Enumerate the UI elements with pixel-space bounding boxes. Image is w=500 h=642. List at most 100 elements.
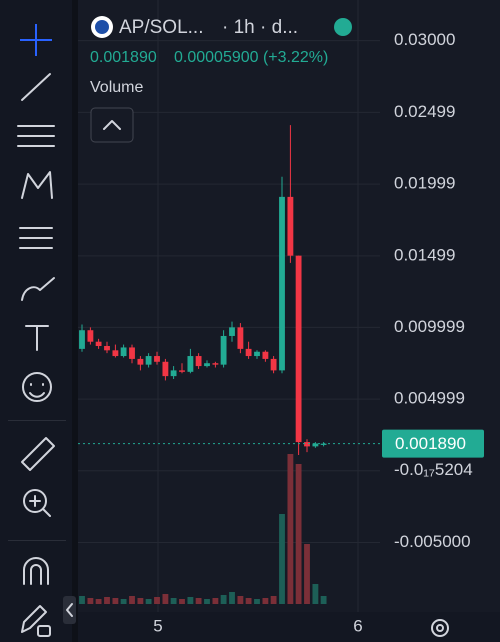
candle-body <box>87 330 94 342</box>
candle-body <box>212 363 219 365</box>
volume-bar <box>304 544 310 604</box>
candle-body <box>279 196 285 371</box>
volume-bar <box>179 599 185 604</box>
text-tool[interactable] <box>25 325 49 351</box>
divider <box>72 0 78 642</box>
magnet-tool[interactable] <box>23 557 49 585</box>
candle-body <box>204 363 210 367</box>
toolbar-collapse-button[interactable] <box>63 596 76 624</box>
volume-bar <box>245 598 252 604</box>
last-price-box <box>382 429 484 458</box>
volume-bar <box>104 597 110 604</box>
volume-bar <box>95 599 102 604</box>
candle-body <box>154 356 160 362</box>
last-price-label: 0.001890 <box>395 434 466 453</box>
indicator-name: Volume <box>90 79 143 96</box>
collapse-arrow <box>66 603 73 617</box>
volume-bar <box>170 598 177 604</box>
y-tick-label: 0.009999 <box>394 317 465 336</box>
candle-body <box>179 370 185 372</box>
volume-bar <box>237 596 244 604</box>
x-tick-label: 5 <box>153 616 162 635</box>
candle-body <box>220 335 227 365</box>
candle-body <box>270 358 277 371</box>
brush-tool[interactable] <box>21 277 55 301</box>
candle-body <box>137 358 144 365</box>
emoji-tool[interactable] <box>22 372 52 402</box>
candle-body <box>104 346 110 351</box>
volume-bar <box>279 514 285 604</box>
zoom-plus <box>29 495 51 517</box>
settings-button[interactable] <box>431 619 449 637</box>
plot: 5 6 0.03000 0.02499 0.01999 0.01499 0.009999 0.… <box>78 0 484 635</box>
candle-body <box>295 255 302 443</box>
volume-bar <box>287 454 294 604</box>
separator <box>8 540 66 541</box>
separator <box>8 420 66 421</box>
candle-body <box>245 348 252 357</box>
candle-body <box>129 347 135 359</box>
volume-bar <box>79 596 85 604</box>
candle-body <box>304 442 310 447</box>
interval: · 1h · d... <box>222 17 298 38</box>
volume-bar <box>262 598 269 604</box>
candle-body <box>287 196 294 256</box>
pattern-tool[interactable] <box>21 171 53 199</box>
candle-body <box>95 341 102 347</box>
status-dot <box>334 18 352 36</box>
candle-body <box>320 443 327 445</box>
change: 0.00005900 (+3.22%) <box>174 49 328 66</box>
volume-bar <box>312 584 319 604</box>
volume-bar <box>220 595 227 604</box>
trend-line-tool[interactable] <box>21 73 51 101</box>
x-tick-label: 6 <box>353 616 362 635</box>
candle-body <box>262 351 269 359</box>
crosshair-tool[interactable] <box>20 24 52 56</box>
candle-body <box>162 361 169 377</box>
volume-bar <box>204 599 210 604</box>
symbol: AP/SOL... <box>119 17 203 38</box>
volume-bar <box>162 594 169 604</box>
y-tick-label: 0.004999 <box>394 389 465 408</box>
volume-bar <box>320 596 327 604</box>
lock-icon <box>37 625 51 637</box>
candle-body <box>170 370 177 377</box>
volume-bar <box>137 598 144 604</box>
candle-body <box>120 347 127 357</box>
zoom-tool[interactable] <box>23 489 47 513</box>
settings-icon <box>436 624 444 632</box>
volume-bar <box>229 592 235 604</box>
volume-bar <box>254 599 260 604</box>
volume-bar <box>145 599 152 604</box>
volume-bar <box>295 464 302 604</box>
prediction-tool[interactable] <box>19 227 53 249</box>
y-tick-label: 0.03000 <box>394 30 455 49</box>
y-tick-label: -0.0₁₇5204 <box>394 460 473 479</box>
volume-bar <box>129 596 135 604</box>
y-tick-label: 0.01999 <box>394 174 455 193</box>
volume-bar <box>195 598 202 604</box>
volume-bar <box>112 598 119 604</box>
collapse-indicator-button[interactable] <box>90 107 134 143</box>
volume-bar <box>270 596 277 604</box>
candle-body <box>187 356 194 372</box>
lock-drawings-tool[interactable] <box>21 605 47 633</box>
emoji-face <box>29 383 45 398</box>
ruler-tool[interactable] <box>21 437 55 471</box>
symbol-logo-inner <box>95 20 109 34</box>
y-tick-label: 0.02499 <box>394 102 455 121</box>
fib-tool[interactable] <box>17 125 55 147</box>
candle-body <box>229 327 235 336</box>
candle-body <box>79 330 85 349</box>
chevron-up-icon <box>103 120 121 130</box>
candle-body <box>145 356 152 365</box>
volume-bar <box>87 598 94 604</box>
volume-bar <box>212 598 219 604</box>
volume-bar <box>154 597 160 604</box>
volume-bar <box>187 597 194 604</box>
price: 0.001890 <box>90 49 157 66</box>
candle-body <box>112 350 119 357</box>
candle-body <box>254 351 260 357</box>
volume-bar <box>120 599 127 604</box>
